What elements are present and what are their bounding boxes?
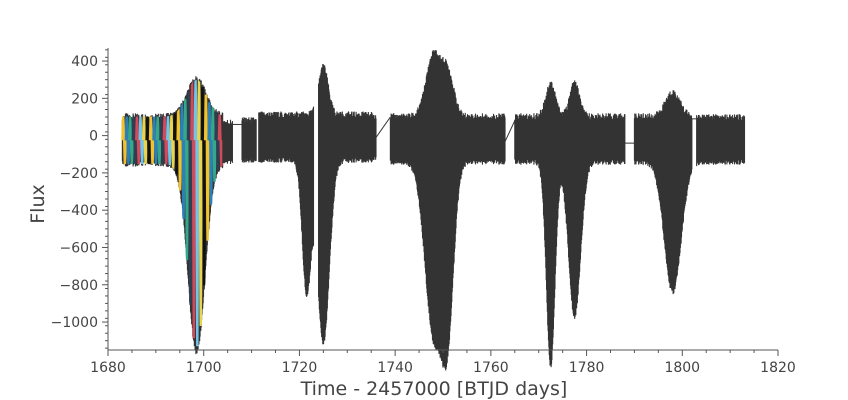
flux-segment (696, 114, 746, 167)
cycle-overlay-line (148, 116, 155, 165)
cycle-overlay-line (169, 114, 176, 170)
y-axis-title: Flux (27, 184, 49, 224)
y-tick-label: 200 (71, 91, 98, 107)
y-tick-label: −800 (60, 278, 98, 294)
gap-connector-line (375, 116, 391, 138)
x-tick-label: 1780 (569, 360, 605, 376)
cycle-overlay-line (141, 116, 148, 165)
cycle-overlay-line (159, 116, 165, 165)
cycle-overlay-line (155, 116, 162, 165)
flux-segment (442, 56, 506, 371)
y-tick-label: 400 (71, 54, 98, 70)
flux-segment (389, 50, 444, 367)
cycle-overlay-line (172, 112, 179, 175)
x-tick-label: 1680 (90, 360, 126, 376)
flux-segment (258, 106, 315, 297)
cycle-overlay-line (145, 116, 152, 165)
y-tick-label: −1000 (51, 315, 98, 331)
cycle-overlay-line (131, 116, 138, 165)
cycle-overlay-line (128, 116, 134, 165)
cycle-overlay-line (176, 108, 183, 191)
y-tick-label: 0 (89, 129, 98, 145)
x-ticks: 1680 1700 1720 1740 1760 1780 1800 1820 (90, 350, 796, 376)
y-tick-label: −600 (60, 240, 98, 256)
cycle-overlay-line (203, 94, 210, 241)
cycle-overlay-line (217, 113, 224, 168)
cycle-overlay-line (186, 90, 193, 306)
cycle-overlay-line (152, 116, 158, 165)
gap-connector-line (504, 120, 516, 142)
x-tick-label: 1700 (186, 360, 222, 376)
flux-segment (222, 119, 233, 164)
cycle-overlay-line (135, 116, 141, 165)
flux-segment (514, 81, 559, 368)
cycle-overlay-line (214, 110, 220, 171)
cycle-overlay-line (190, 81, 196, 339)
cycle-overlay-line (166, 115, 172, 166)
flux-segment (318, 64, 377, 345)
cycle-overlay-line (210, 105, 217, 183)
x-tick-label: 1720 (282, 360, 318, 376)
cycle-overlay-line (162, 116, 169, 165)
x-tick-label: 1740 (377, 360, 413, 376)
cycle-overlay-line (200, 86, 207, 286)
cycle-overlay-line (197, 79, 203, 327)
cycle-overlay-line (124, 116, 131, 165)
y-ticks: 400 200 0 −200 −400 −600 −800 −1000 (51, 49, 108, 349)
x-axis-title: Time - 2457000 [BTJD days] (300, 378, 568, 400)
cycle-overlay-line (138, 116, 145, 165)
x-tick-label: 1800 (664, 360, 700, 376)
axes: 1680 1700 1720 1740 1760 1780 1800 1820 400 200 0… (51, 48, 796, 376)
x-tick-label: 1760 (473, 360, 509, 376)
cycle-overlay-line (179, 102, 186, 220)
flux-segment (633, 90, 693, 295)
cycle-overlay-line (207, 102, 214, 205)
plot-area (121, 50, 746, 371)
flux-segment (241, 117, 257, 163)
cycle-overlay-line (183, 98, 189, 261)
flux-segment (557, 80, 626, 319)
cycle-overlay-line (193, 79, 200, 347)
x-tick-label: 1820 (760, 360, 796, 376)
y-tick-label: −400 (60, 203, 98, 219)
cycle-overlay-line (121, 116, 127, 165)
y-tick-label: −200 (60, 166, 98, 182)
